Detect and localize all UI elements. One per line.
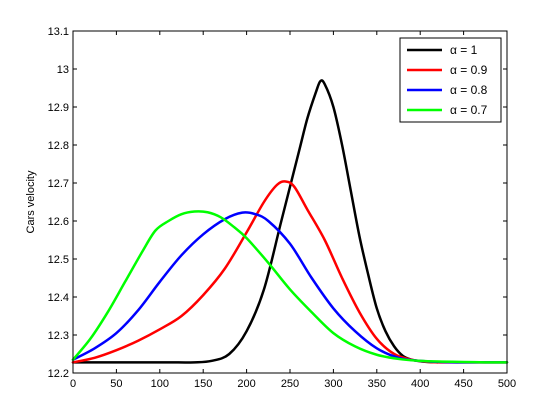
y-tick-label: 12.9 — [48, 102, 69, 114]
y-tick-label: 12.8 — [48, 140, 69, 152]
legend-label-4: α = 0.7 — [450, 103, 488, 117]
legend: α = 1 α = 0.9 α = 0.8 α = 0.7 — [399, 37, 502, 123]
y-tick-label: 12.5 — [48, 254, 69, 266]
x-tick-label: 100 — [151, 378, 169, 390]
legend-label-3: α = 0.8 — [450, 83, 488, 97]
y-axis-label: Cars velocity — [25, 170, 37, 233]
x-tick-label: 350 — [368, 378, 386, 390]
x-tick-label: 400 — [411, 378, 429, 390]
x-tick-label: 250 — [281, 378, 299, 390]
x-tick-label: 450 — [454, 378, 472, 390]
legend-label-2: α = 0.9 — [450, 63, 488, 77]
y-tick-label: 12.6 — [48, 216, 69, 228]
x-tick-label: 0 — [70, 378, 76, 390]
series-layer — [71, 79, 509, 364]
legend-box — [399, 37, 502, 123]
series-line-4 — [71, 210, 509, 364]
y-tick-label: 12.7 — [48, 178, 69, 190]
series-line-1 — [71, 79, 439, 364]
y-tick-label: 12.3 — [48, 330, 69, 342]
axes-layer: 0 50 100 150 200 250 300 350 400 450 500 12.2 12.3 12… — [48, 26, 517, 390]
legend-label-1: α = 1 — [450, 43, 478, 57]
x-tick-label: 50 — [110, 378, 122, 390]
x-tick-label: 500 — [498, 378, 516, 390]
x-tick-label: 300 — [324, 378, 342, 390]
y-tick-label: 12.4 — [48, 292, 69, 304]
y-tick-label: 12.2 — [48, 368, 69, 380]
series-line-2 — [71, 180, 509, 364]
y-tick-label: 13.1 — [48, 26, 69, 38]
y-tick-label: 13 — [57, 64, 69, 76]
x-tick-label: 150 — [194, 378, 212, 390]
x-tick-label: 200 — [237, 378, 255, 390]
